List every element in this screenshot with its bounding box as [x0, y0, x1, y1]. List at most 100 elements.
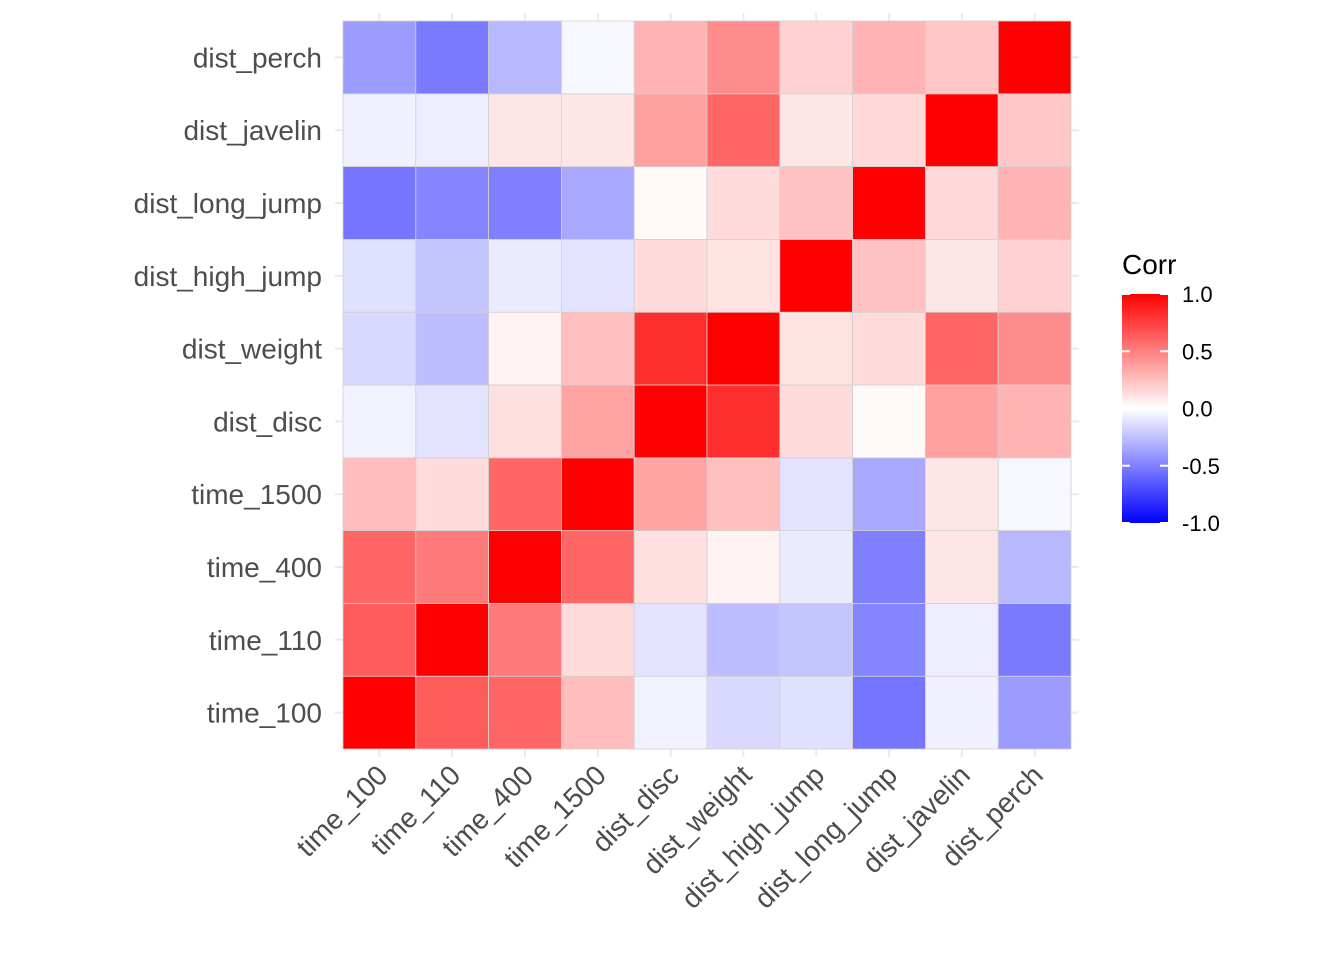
y-axis-tick-labels: time_100 time_110 time_400 time_1500 dist_di…	[134, 42, 323, 728]
heatmap-cell-dist_weight-dist_javelin	[925, 311, 999, 386]
heatmap-cell-dist_long_jump-time_100	[342, 166, 417, 240]
heatmap-cell-dist_weight-time_1500	[561, 311, 635, 386]
heatmap-cell-time_110-dist_weight	[706, 603, 781, 677]
heatmap-cell-dist_perch-dist_long_jump	[852, 20, 926, 95]
heatmap-cell-time_1500-dist_weight	[706, 457, 781, 531]
heatmap-cell-dist_weight-time_100	[342, 311, 417, 386]
heatmap-cell-time_100-dist_high_jump	[779, 675, 853, 750]
heatmap-cell-time_110-time_110	[415, 603, 489, 677]
y-tick-label: time_100	[207, 698, 322, 729]
heatmap-cell-time_110-dist_long_jump	[852, 603, 926, 677]
heatmap-cell-dist_disc-dist_disc	[633, 384, 708, 459]
heatmap-cell-time_400-dist_javelin	[925, 530, 999, 604]
heatmap-cell-dist_high_jump-dist_weight	[706, 238, 781, 313]
x-axis-tick-labels: time_100time_110time_400time_1500dist_di…	[290, 759, 1049, 914]
heatmap-cell-time_400-dist_long_jump	[852, 530, 926, 604]
legend-tick-label: 0.0	[1182, 397, 1213, 422]
heatmap-cell-dist_javelin-dist_perch	[997, 93, 1072, 168]
heatmap-cell-time_1500-dist_javelin	[925, 457, 999, 531]
heatmap-cell-dist_high_jump-dist_perch	[997, 238, 1072, 313]
heatmap-cell-time_110-time_400	[488, 603, 562, 677]
heatmap-cell-dist_javelin-time_110	[415, 93, 489, 168]
heatmap-cell-time_400-time_400	[488, 530, 562, 604]
heatmap-cell-time_1500-time_1500	[561, 457, 635, 531]
legend-tick-label: -1.0	[1182, 511, 1220, 536]
heatmap-cell-dist_perch-dist_weight	[706, 20, 781, 95]
heatmap-cell-dist_disc-time_100	[342, 384, 417, 459]
heatmap-cell-dist_long_jump-time_400	[488, 166, 562, 240]
heatmap-cell-dist_high_jump-time_1500	[561, 238, 635, 313]
heatmap-cell-time_100-time_110	[415, 675, 489, 750]
heatmap-cell-dist_perch-dist_disc	[633, 20, 708, 95]
heatmap-cell-dist_weight-dist_perch	[997, 311, 1072, 386]
heatmap-cell-time_400-time_110	[415, 530, 489, 604]
y-tick-label: dist_javelin	[183, 115, 322, 146]
heatmap-cell-dist_javelin-dist_long_jump	[852, 93, 926, 168]
heatmap-cell-dist_long_jump-dist_long_jump	[852, 166, 926, 240]
y-tick-label: time_110	[209, 625, 322, 656]
heatmap-cell-dist_disc-dist_perch	[997, 384, 1072, 459]
heatmap-cell-dist_perch-dist_high_jump	[779, 20, 853, 95]
heatmap-cell-time_100-dist_perch	[997, 675, 1072, 750]
heatmap-cell-dist_high_jump-dist_long_jump	[852, 238, 926, 313]
heatmap-cell-time_1500-time_110	[415, 457, 489, 531]
heatmap-cell-dist_long_jump-dist_javelin	[925, 166, 999, 240]
heatmap-cell-time_100-dist_long_jump	[852, 675, 926, 750]
y-tick-label: dist_long_jump	[134, 188, 322, 219]
heatmap-cell-dist_long_jump-dist_disc	[633, 166, 708, 240]
heatmap-cell-dist_long_jump-dist_weight	[706, 166, 781, 240]
y-tick-label: time_1500	[191, 479, 322, 510]
heatmap-cell-dist_perch-time_110	[415, 20, 489, 95]
heatmap-cell-time_400-time_100	[342, 530, 417, 604]
heatmap-cell-dist_javelin-time_100	[342, 93, 417, 168]
heatmap-cell-time_1500-time_100	[342, 457, 417, 531]
heatmap-cell-dist_weight-dist_weight	[706, 311, 781, 386]
heatmap-cell-dist_javelin-dist_javelin	[925, 93, 999, 168]
heatmap-cell-time_110-dist_javelin	[925, 603, 999, 677]
heatmap-cell-time_1500-dist_high_jump	[779, 457, 853, 531]
heatmap-cell-dist_disc-dist_high_jump	[779, 384, 853, 459]
y-tick-label: dist_high_jump	[134, 261, 322, 292]
heatmap-cell-dist_javelin-dist_weight	[706, 93, 781, 168]
heatmap-cell-dist_weight-dist_long_jump	[852, 311, 926, 386]
y-tick-label: dist_perch	[193, 42, 322, 73]
heatmap-cell-dist_long_jump-time_110	[415, 166, 489, 240]
heatmap-cell-dist_high_jump-dist_disc	[633, 238, 708, 313]
heatmap-cell-dist_long_jump-time_1500	[561, 166, 635, 240]
heatmap-cell-dist_disc-time_1500	[561, 384, 635, 459]
heatmap-cell-time_100-dist_weight	[706, 675, 781, 750]
heatmap-cell-dist_weight-time_110	[415, 311, 489, 386]
y-tick-label: dist_weight	[182, 334, 322, 365]
heatmap-cell-dist_weight-dist_high_jump	[779, 311, 853, 386]
heatmap-cell-dist_weight-dist_disc	[633, 311, 708, 386]
heatmap-cell-time_400-dist_perch	[997, 530, 1072, 604]
heatmap-cell-dist_high_jump-dist_javelin	[925, 238, 999, 313]
heatmap-cell-time_110-time_100	[342, 603, 417, 677]
heatmap-cell-time_1500-dist_disc	[633, 457, 708, 531]
heatmap-cell-time_110-time_1500	[561, 603, 635, 677]
heatmap-cell-time_400-dist_weight	[706, 530, 781, 604]
heatmap-cell-dist_javelin-time_400	[488, 93, 562, 168]
heatmap-cell-time_110-dist_high_jump	[779, 603, 853, 677]
heatmap-cell-dist_javelin-time_1500	[561, 93, 635, 168]
heatmap-cell-dist_long_jump-dist_high_jump	[779, 166, 853, 240]
heatmap-cells	[342, 20, 1072, 750]
heatmap-cell-dist_disc-dist_long_jump	[852, 384, 926, 459]
heatmap-cell-time_100-time_400	[488, 675, 562, 750]
heatmap-cell-dist_disc-dist_weight	[706, 384, 781, 459]
heatmap-cell-dist_high_jump-dist_high_jump	[779, 238, 853, 313]
color-legend: Corr 1.0 0.5 0.0 -0.5 -1.0	[1122, 249, 1220, 536]
heatmap-cell-time_100-time_1500	[561, 675, 635, 750]
heatmap-cell-dist_perch-time_1500	[561, 20, 635, 95]
heatmap-cell-time_400-dist_high_jump	[779, 530, 853, 604]
heatmap-cell-time_110-dist_perch	[997, 603, 1072, 677]
heatmap-cell-time_400-dist_disc	[633, 530, 708, 604]
heatmap-cell-dist_high_jump-time_400	[488, 238, 562, 313]
legend-tick-label: 0.5	[1182, 339, 1213, 364]
legend-title: Corr	[1122, 249, 1176, 280]
heatmap-cell-time_1500-time_400	[488, 457, 562, 531]
heatmap-cell-dist_weight-time_400	[488, 311, 562, 386]
heatmap-cell-dist_high_jump-time_100	[342, 238, 417, 313]
heatmap-cell-time_100-dist_javelin	[925, 675, 999, 750]
